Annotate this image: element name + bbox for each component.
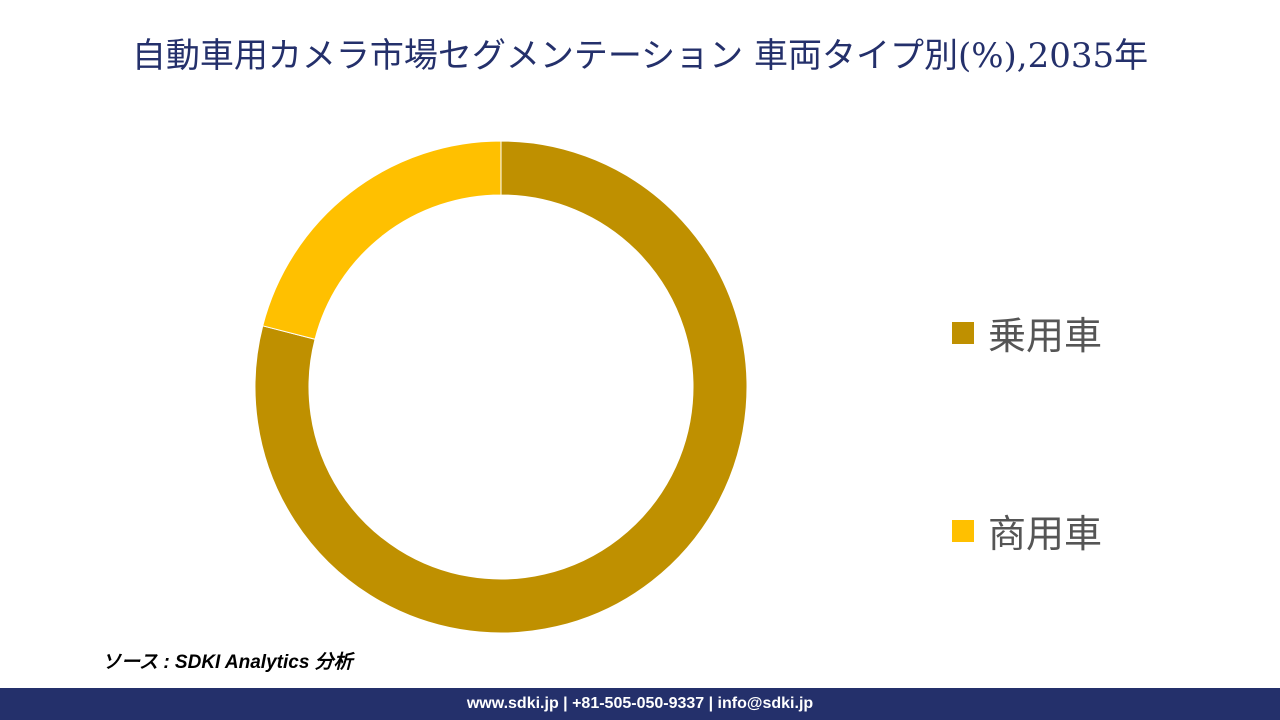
legend-label: 乗用車 [988, 314, 1103, 358]
donut-slice-1 [262, 140, 502, 340]
footer-contact: www.sdki.jp | +81-505-050-9337 | info@sd… [0, 688, 1280, 720]
legend-swatch [952, 519, 974, 542]
chart-title: 自動車用カメラ市場セグメンテーション 車両タイプ別(%),2035年 [131, 36, 1149, 76]
legend-label: 商用車 [988, 512, 1103, 556]
legend-item-passenger: 乗用車 [952, 305, 1102, 360]
legend-swatch [952, 321, 974, 344]
legend-item-commercial: 商用車 [952, 503, 1102, 558]
donut-slice-0 [254, 140, 748, 634]
source-note: ソース : SDKI Analytics 分析 [102, 652, 353, 673]
